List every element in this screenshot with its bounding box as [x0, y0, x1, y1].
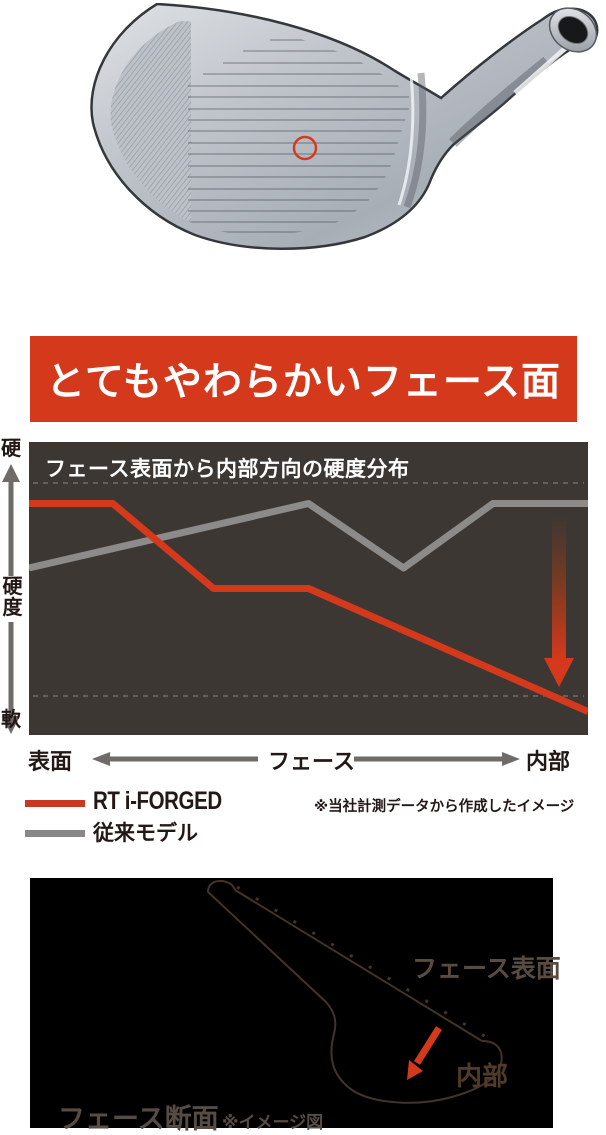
yaxis-hard-label: 硬: [1, 438, 21, 460]
yaxis-soft-label: 軟: [1, 709, 21, 731]
chart-note: ※当社計測データから作成したイメージ: [314, 799, 575, 815]
legend-label-rt-iforged: RT i-FORGED: [93, 787, 222, 815]
headline-text: とてもやわらかいフェース面: [46, 361, 561, 404]
xaxis-right-arrow: [354, 752, 520, 766]
legend-label-conventional: 従来モデル: [93, 822, 198, 845]
hardness-drop-arrow: [544, 516, 574, 687]
headline-banner: とてもやわらかいフェース面: [30, 336, 577, 422]
face-cross-section-diagram: [30, 878, 553, 1128]
interior-arrow: [407, 1026, 442, 1080]
legend-swatch-conventional: [25, 830, 85, 837]
legend-swatch-rt-iforged: [25, 800, 85, 807]
xaxis-interior-label: 内部: [526, 749, 571, 774]
yaxis-down-arrow: [2, 622, 20, 734]
conventional-model-line: [28, 500, 588, 572]
diagram-interior-label: 内部: [456, 1061, 509, 1091]
hardness-chart: [28, 442, 590, 735]
chart-title: フェース表面から内部方向の硬度分布: [45, 458, 410, 481]
xaxis-surface-label: 表面: [28, 749, 73, 774]
cross-section-svg: [206, 879, 503, 1104]
face-center-marker: [292, 135, 318, 161]
shaft-bore: [548, 7, 598, 53]
wedge-face-photo: [90, 3, 599, 250]
diagram-caption: フェース断面: [58, 1104, 219, 1134]
diagram-note: ※イメージ図: [222, 1113, 324, 1132]
yaxis-title: 硬度: [2, 576, 23, 619]
yaxis-up-arrow: [2, 464, 20, 576]
xaxis-face-label: フェース: [268, 749, 355, 774]
hosel-shadow: [449, 56, 551, 147]
rt-iforged-line: [29, 500, 590, 715]
face-edge-highlight: [397, 74, 415, 206]
cross-section-outline: [206, 879, 503, 1104]
diagram-face-surface-label: フェース表面: [412, 955, 561, 983]
hardness-chart-svg: [28, 482, 590, 715]
callout-connector-line: [303, 159, 306, 337]
face-edge-shade: [403, 72, 427, 209]
xaxis-left-arrow: [92, 752, 258, 766]
